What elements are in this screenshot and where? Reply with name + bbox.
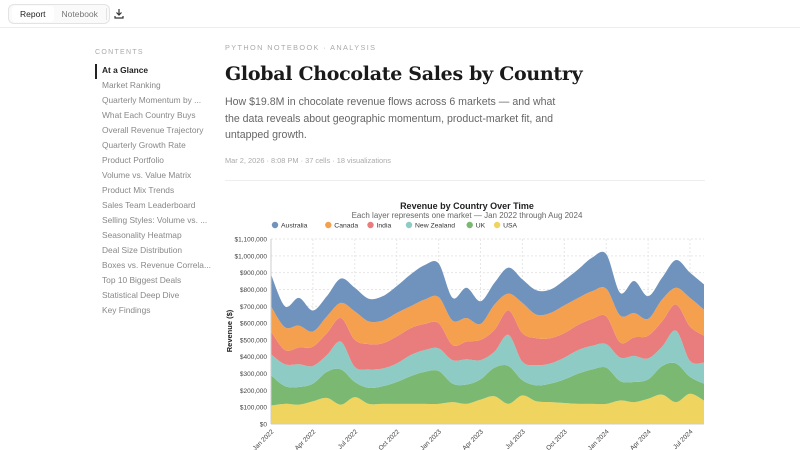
toc-item[interactable]: Statistical Deep Dive (102, 290, 180, 300)
toc-item[interactable]: Top 10 Biggest Deals (102, 275, 182, 285)
y-tick-label: $200,000 (240, 388, 267, 395)
y-tick-label: $400,000 (240, 354, 267, 361)
legend-swatch (325, 221, 332, 229)
area-new-zealand (271, 330, 704, 389)
x-tick-label: Oct 2022 (378, 428, 402, 450)
x-tick-label: Apr 2024 (629, 428, 653, 450)
view-tabs: Report Notebook (8, 4, 110, 24)
legend-label: UK (476, 222, 486, 229)
x-tick-label: Apr 2023 (461, 428, 485, 450)
legend-swatch (405, 221, 413, 229)
toc-item[interactable]: Selling Styles: Volume vs. ... (102, 215, 208, 225)
y-tick-label: $300,000 (240, 371, 267, 378)
legend-label: Canada (334, 222, 358, 229)
tab-notebook[interactable]: Notebook (61, 9, 98, 19)
toolbar-divider (106, 8, 107, 20)
x-tick-label: Jul 2024 (672, 428, 695, 450)
toc-item[interactable]: What Each Country Buys (102, 110, 196, 120)
toc-item[interactable]: Product Portfolio (102, 155, 164, 165)
area-uk (271, 362, 704, 406)
legend-swatch (271, 221, 279, 229)
download-icon[interactable] (114, 8, 124, 19)
page-meta: Mar 2, 2026 · 8:08 PM · 37 cells · 18 vi… (225, 156, 391, 165)
x-tick-label: Oct 2023 (545, 428, 569, 450)
area-india (271, 304, 704, 370)
y-axis-label: Revenue ($) (225, 309, 234, 352)
toc-item[interactable]: Market Ranking (102, 80, 161, 90)
legend-label: New Zealand (415, 222, 455, 229)
contents-heading: CONTENTS (95, 49, 144, 56)
x-tick-label: Jan 2024 (587, 428, 611, 450)
toc-item[interactable]: Product Mix Trends (102, 185, 175, 195)
tab-report[interactable]: Report (12, 6, 54, 22)
chart-subtitle: Each layer represents one market — Jan 2… (352, 211, 583, 220)
x-tick-label: Jan 2022 (252, 428, 276, 450)
y-tick-label: $100,000 (240, 405, 267, 412)
toc-item[interactable]: Seasonality Heatmap (102, 230, 182, 240)
toc-item[interactable]: Quarterly Momentum by ... (102, 95, 202, 105)
area-usa (271, 393, 704, 424)
y-tick-label: $700,000 (240, 304, 267, 311)
toc-item[interactable]: At a Glance (95, 64, 211, 79)
legend-swatch (493, 221, 501, 229)
toc-item[interactable]: Deal Size Distribution (102, 245, 183, 255)
kicker: PYTHON NOTEBOOK · ANALYSIS (225, 43, 377, 52)
chart-title: Revenue by Country Over Time (400, 201, 534, 211)
x-tick-label: Jan 2023 (419, 428, 443, 450)
page-title: Global Chocolate Sales by Country (225, 63, 583, 85)
x-tick-label: Jul 2023 (505, 428, 528, 450)
y-tick-label: $1,000,000 (234, 253, 267, 260)
toc-item[interactable]: Quarterly Growth Rate (102, 140, 186, 150)
x-tick-label: Jul 2022 (337, 428, 360, 450)
table-of-contents: At a Glance Market Ranking Quarterly Momen… (95, 64, 211, 319)
y-tick-label: $800,000 (240, 287, 267, 294)
divider (225, 180, 705, 181)
y-tick-label: $500,000 (240, 337, 267, 344)
toc-item[interactable]: Key Findings (102, 305, 151, 315)
area-australia (271, 251, 704, 332)
toc-item[interactable]: Boxes vs. Revenue Correla... (102, 260, 211, 270)
stacked-area-chart: Revenue by Country Over Time Each layer … (225, 201, 704, 450)
legend-label: USA (503, 222, 517, 229)
y-tick-label: $0 (260, 422, 268, 429)
legend-label: Australia (281, 222, 308, 229)
legend-swatch (367, 221, 374, 229)
y-tick-label: $600,000 (240, 321, 267, 328)
page-description: How $19.8M in chocolate revenue flows ac… (225, 96, 556, 141)
y-tick-label: $1,100,000 (234, 237, 267, 244)
x-tick-label: Apr 2022 (294, 428, 318, 450)
area-canada (271, 287, 704, 351)
legend-label: India (377, 222, 392, 229)
y-tick-label: $900,000 (240, 270, 267, 277)
legend-swatch (466, 221, 473, 229)
top-toolbar: Report Notebook (0, 0, 800, 28)
toc-item[interactable]: Sales Team Leaderboard (102, 200, 196, 210)
toc-item[interactable]: Volume vs. Value Matrix (102, 170, 192, 180)
toc-item[interactable]: Overall Revenue Trajectory (102, 125, 204, 135)
